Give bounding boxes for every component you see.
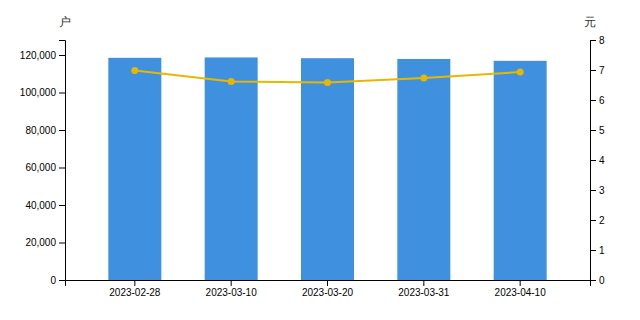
marker xyxy=(420,75,427,82)
tick-mark xyxy=(59,93,65,94)
bar xyxy=(301,58,354,280)
marker xyxy=(324,79,331,86)
tick: 8 xyxy=(590,35,605,46)
tick: 100,000 xyxy=(20,87,65,98)
tick: 2 xyxy=(590,215,605,226)
bar xyxy=(397,59,450,280)
tick-mark xyxy=(59,280,65,281)
tick-label: 2023-04-10 xyxy=(495,287,547,298)
tick-label: 100,000 xyxy=(20,87,57,98)
tick-mark xyxy=(59,205,65,206)
tick: 6 xyxy=(590,95,605,106)
tick-label: 2023-03-20 xyxy=(302,287,354,298)
tick-label: 5 xyxy=(599,125,605,136)
tick-label: 80,000 xyxy=(25,125,56,136)
tick-label: 7 xyxy=(599,65,605,76)
tick: 60,000 xyxy=(25,162,65,173)
tick-mark xyxy=(134,280,135,286)
plot: 020,00040,00060,00080,000100,000120,0000… xyxy=(20,35,605,298)
tick-mark xyxy=(59,130,65,131)
axis-line xyxy=(66,281,591,287)
tick-mark xyxy=(59,243,65,244)
tick-label: 3 xyxy=(599,185,605,196)
tick-mark xyxy=(590,40,596,41)
marks xyxy=(108,57,546,280)
tick-label: 6 xyxy=(599,95,605,106)
tick: 0 xyxy=(50,275,65,286)
y2-axis: 0 1 2 3 4 5 6 7 8 xyxy=(590,35,605,286)
tick: 80,000 xyxy=(25,125,65,136)
tick-label: 0 xyxy=(50,275,56,286)
tick: 20,000 xyxy=(25,237,65,248)
tick-label: 2023-02-28 xyxy=(109,287,161,298)
tick-label: 2 xyxy=(599,215,605,226)
y-axis: 0 20,000 40,000 60,000 80,000 100,000 120,000 xyxy=(20,41,66,286)
marker xyxy=(517,69,524,76)
y-axis-label: 户 xyxy=(59,15,71,29)
tick-mark xyxy=(59,168,65,169)
tick-label: 0 xyxy=(599,275,605,286)
tick: 0 xyxy=(590,275,605,286)
chart-container: 020,00040,00060,00080,000100,000120,0000… xyxy=(0,0,640,320)
tick: 4 xyxy=(590,155,605,166)
tick-mark xyxy=(590,70,596,71)
tick-mark xyxy=(520,280,521,286)
tick: 1 xyxy=(590,245,605,256)
tick: 3 xyxy=(590,185,605,196)
tick-label: 8 xyxy=(599,35,605,46)
tick-mark xyxy=(590,130,596,131)
tick-mark xyxy=(59,55,65,56)
tick: 5 xyxy=(590,125,605,136)
tick-label: 2023-03-31 xyxy=(398,287,450,298)
bar xyxy=(205,57,258,280)
tick-label: 120,000 xyxy=(20,50,57,61)
tick-label: 2023-03-10 xyxy=(206,287,258,298)
tick-mark xyxy=(590,190,596,191)
tick-label: 4 xyxy=(599,155,605,166)
tick: 2023-03-20 xyxy=(302,280,354,298)
tick: 120,000 xyxy=(20,50,65,61)
bar-series xyxy=(108,57,546,280)
tick-label: 20,000 xyxy=(25,237,56,248)
tick-mark xyxy=(327,280,328,286)
chart: 020,00040,00060,00080,000100,000120,0000… xyxy=(0,0,640,320)
tick: 7 xyxy=(590,65,605,76)
tick: 2023-03-10 xyxy=(206,280,258,298)
tick-mark xyxy=(590,220,596,221)
tick: 2023-03-31 xyxy=(398,280,450,298)
tick: 2023-04-10 xyxy=(495,280,547,298)
tick-mark xyxy=(231,280,232,286)
tick-label: 1 xyxy=(599,245,605,256)
tick: 40,000 xyxy=(25,200,65,211)
tick-label: 40,000 xyxy=(25,200,56,211)
tick-mark xyxy=(590,250,596,251)
tick-label: 60,000 xyxy=(25,162,56,173)
y2-axis-label: 元 xyxy=(584,15,596,29)
bar xyxy=(108,58,161,280)
tick-mark xyxy=(423,280,424,286)
marker xyxy=(228,78,235,85)
marker xyxy=(131,67,138,74)
tick-mark xyxy=(590,160,596,161)
line-series xyxy=(131,67,523,86)
axis-line xyxy=(591,41,597,281)
axis-line xyxy=(59,41,66,281)
tick: 2023-02-28 xyxy=(109,280,161,298)
bar xyxy=(494,61,547,280)
tick-mark xyxy=(590,100,596,101)
x-axis: 2023-02-28 2023-03-10 2023-03-20 2023-03-31… xyxy=(66,280,591,298)
